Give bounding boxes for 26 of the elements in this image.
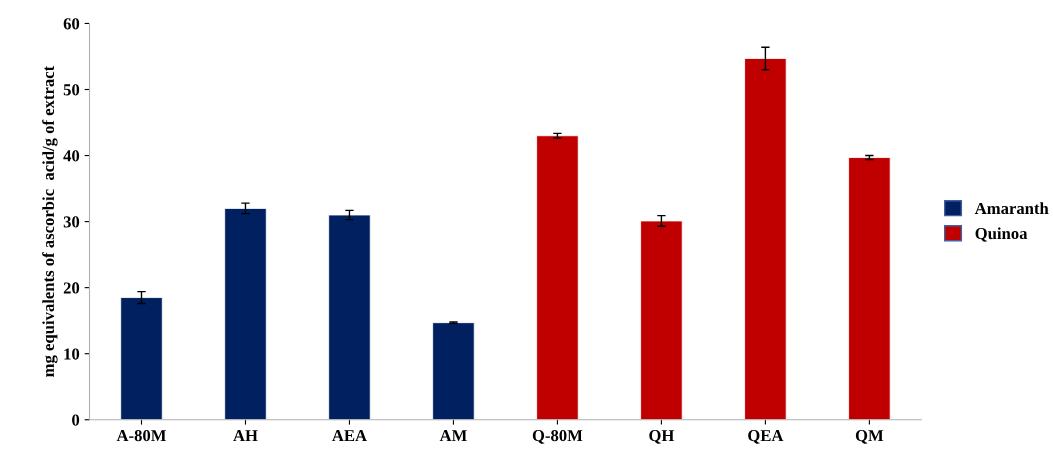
x-tick-label: A-80M — [116, 429, 167, 442]
y-axis-title: mg equivalents of ascorbic acid/g of extract — [42, 65, 58, 377]
x-tick-label: QEA — [748, 430, 784, 444]
y-tick-label: 10 — [64, 348, 80, 360]
x-tick-label: QH — [649, 430, 675, 444]
x-tick-label: AEA — [332, 430, 367, 442]
y-tick-label: 40 — [63, 150, 80, 162]
y-tick-label: 60 — [63, 18, 80, 30]
y-tick-label: 30 — [63, 216, 80, 228]
bar — [640, 220, 683, 420]
x-tick-label: Q-80M — [532, 429, 583, 444]
bar — [328, 214, 371, 420]
y-tick-label: 50 — [63, 84, 80, 96]
x-tick-label: AH — [233, 430, 258, 442]
legend-label: Amaranth — [974, 202, 1049, 215]
x-tick-label: AM — [439, 430, 467, 442]
bar — [120, 297, 163, 420]
y-tick-label: 0 — [72, 414, 80, 426]
bar — [848, 157, 891, 420]
x-tick-label: QM — [855, 430, 884, 444]
y-tick-label: 20 — [63, 282, 80, 294]
bar — [224, 207, 267, 420]
legend-label: Quinoa — [975, 227, 1028, 242]
bar — [536, 135, 579, 420]
bar — [744, 58, 787, 420]
bar — [432, 322, 475, 420]
